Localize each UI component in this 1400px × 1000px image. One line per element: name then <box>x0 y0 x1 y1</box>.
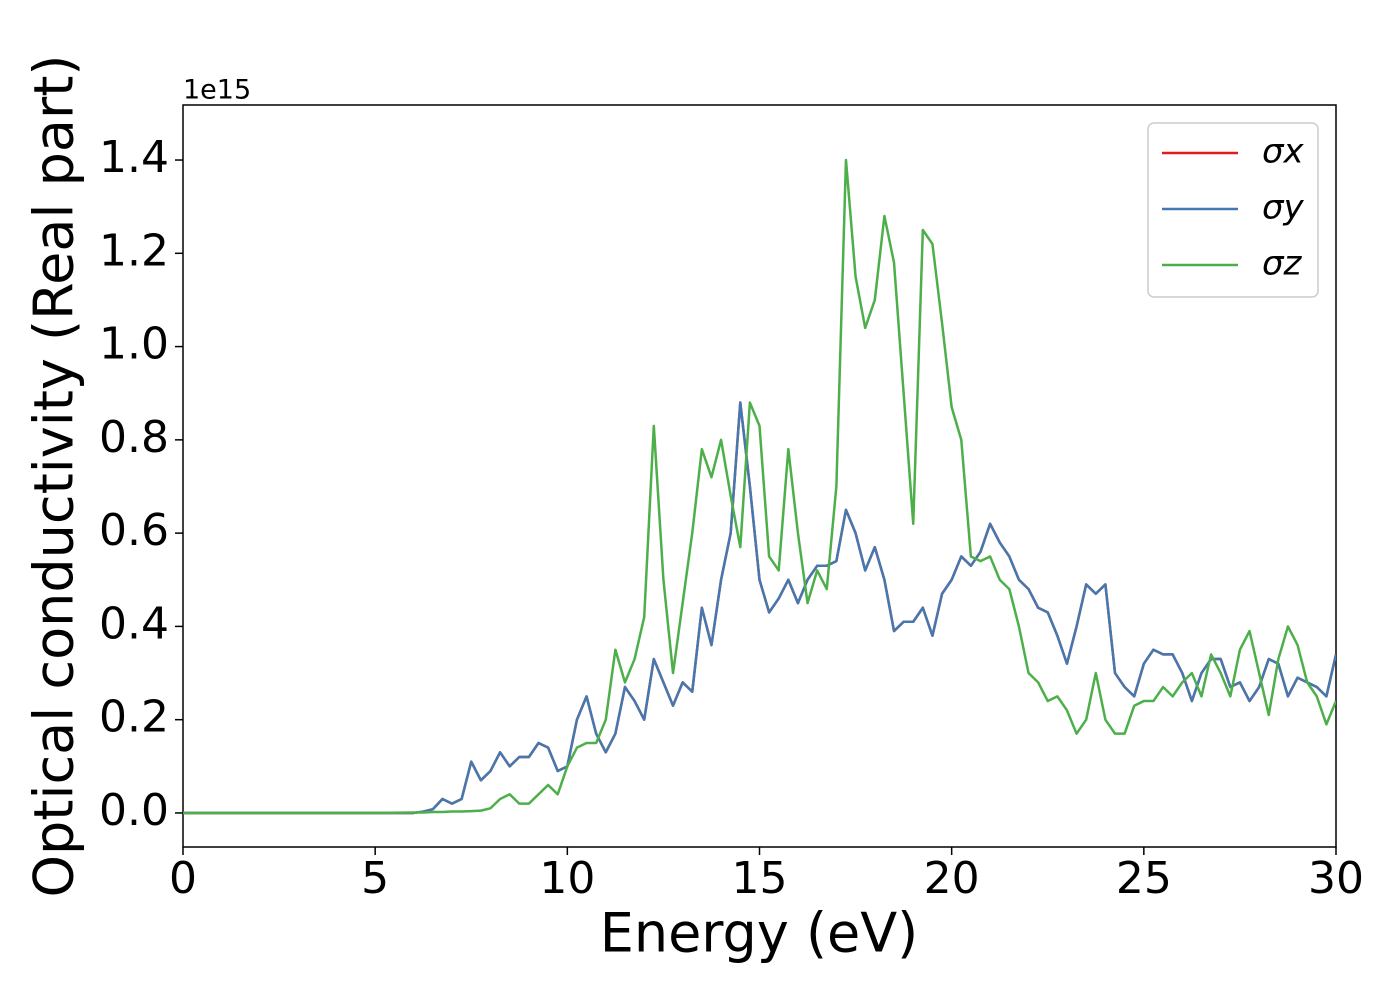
x-tick-label: 15 <box>732 853 788 904</box>
y-tick-label: 0.8 <box>99 412 169 463</box>
y-tick-label: 0.4 <box>99 598 169 649</box>
y-tick-label: 1.4 <box>99 132 169 183</box>
x-tick-label: 10 <box>539 853 595 904</box>
lines <box>183 158 1336 815</box>
y-tick-label: 0.0 <box>99 785 169 836</box>
x-tick-label: 25 <box>1116 853 1172 904</box>
x-tick-label: 5 <box>361 853 389 904</box>
x-tick-label: 20 <box>924 853 980 904</box>
series-line <box>183 158 1336 815</box>
legend-label: σz <box>1262 244 1303 284</box>
legend-label: σy <box>1262 188 1305 228</box>
legend-label: σx <box>1262 132 1305 172</box>
y-tick-label: 1.0 <box>99 319 169 370</box>
series-line <box>183 401 1336 815</box>
x-axis-label: Energy (eV) <box>600 902 919 965</box>
y-tick-label: 1.2 <box>99 225 169 276</box>
y-axis-label: Optical conductivity (Real part) <box>23 55 86 898</box>
y-tick-label: 0.6 <box>99 505 169 556</box>
y-tick-label: 0.2 <box>99 692 169 743</box>
x-tick-label: 30 <box>1308 853 1364 904</box>
offset-label: 1e15 <box>183 75 251 106</box>
x-tick-label: 0 <box>169 853 197 904</box>
series-line <box>183 401 1336 815</box>
